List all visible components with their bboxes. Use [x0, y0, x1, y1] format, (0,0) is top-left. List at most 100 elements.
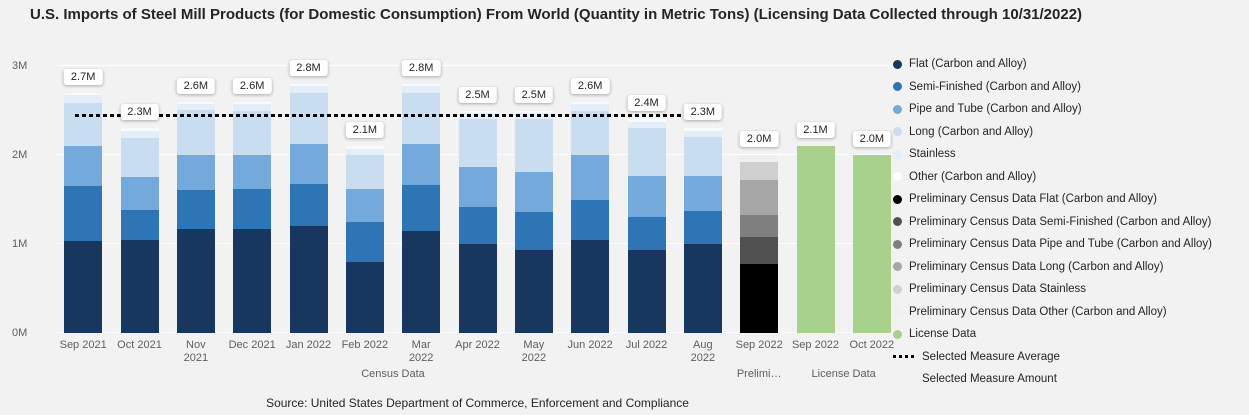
bar-segment[interactable]	[514, 250, 553, 333]
bar-segment[interactable]	[683, 211, 722, 244]
bar-segment[interactable]	[64, 241, 103, 333]
bar-segment[interactable]	[176, 228, 215, 333]
bar-segment[interactable]	[233, 104, 272, 111]
legend-item[interactable]: Preliminary Census Data Semi-Finished (C…	[893, 216, 1245, 228]
legend-item[interactable]: Other (Carbon and Alloy)	[893, 171, 1245, 183]
bar-segment[interactable]	[345, 221, 384, 262]
chart-title: U.S. Imports of Steel Mill Products (for…	[30, 6, 1083, 23]
bar-segment[interactable]	[176, 189, 215, 229]
bar-segment[interactable]	[740, 214, 779, 237]
bar-segment[interactable]	[345, 146, 384, 149]
bar-segment[interactable]	[402, 86, 441, 93]
bar-segment[interactable]	[64, 146, 103, 187]
bar-segment[interactable]	[289, 144, 328, 185]
bar-segment[interactable]	[64, 95, 103, 104]
legend-item[interactable]: Preliminary Census Data Pipe and Tube (C…	[893, 238, 1245, 250]
bar-segment[interactable]	[571, 199, 610, 240]
bar-segment[interactable]	[458, 119, 497, 168]
bar-segment[interactable]	[571, 104, 610, 111]
bar-segment[interactable]	[176, 109, 215, 155]
legend-item[interactable]: Pipe and Tube (Carbon and Alloy)	[893, 103, 1245, 115]
bar-segment[interactable]	[64, 103, 103, 147]
bar-segment[interactable]	[627, 217, 666, 251]
legend-circle-icon	[893, 329, 902, 339]
legend-label: Preliminary Census Data Flat (Carbon and…	[909, 193, 1157, 205]
bar-segment[interactable]	[627, 128, 666, 177]
bar-segment[interactable]	[402, 92, 441, 145]
bar-segment[interactable]	[571, 239, 610, 333]
x-axis-label-line: Aug	[693, 339, 713, 351]
legend-item[interactable]: Semi-Finished (Carbon and Alloy)	[893, 81, 1245, 93]
bar-segment[interactable]	[402, 185, 441, 231]
legend-item[interactable]: Preliminary Census Data Flat (Carbon and…	[893, 193, 1245, 205]
bar-segment[interactable]	[740, 263, 779, 333]
bar-segment[interactable]	[176, 101, 215, 105]
bar-segment[interactable]	[514, 119, 553, 172]
legend-item[interactable]: Preliminary Census Data Long (Carbon and…	[893, 261, 1245, 273]
bar-segment[interactable]	[289, 86, 328, 93]
bar-segment[interactable]	[627, 250, 666, 333]
bar-segment[interactable]	[120, 128, 159, 131]
legend-item[interactable]: Preliminary Census Data Other (Carbon an…	[893, 306, 1245, 318]
bar-segment[interactable]	[627, 119, 666, 123]
bar-segment[interactable]	[627, 122, 666, 129]
bar-segment[interactable]	[458, 206, 497, 244]
bar-total-label: 2.6M	[232, 77, 272, 94]
bar-segment[interactable]	[852, 155, 891, 333]
x-axis-label: Nov 2021	[184, 339, 208, 365]
bar-segment[interactable]	[64, 186, 103, 242]
bar-segment[interactable]	[120, 177, 159, 211]
bar-segment[interactable]	[514, 171, 553, 212]
bar-segment[interactable]	[458, 244, 497, 333]
legend-item[interactable]: Flat (Carbon and Alloy)	[893, 58, 1245, 70]
bar-segment[interactable]	[233, 188, 272, 229]
bar-segment[interactable]	[571, 110, 610, 155]
bar-segment[interactable]	[345, 261, 384, 333]
bar-segment[interactable]	[514, 110, 553, 114]
bar-segment[interactable]	[289, 184, 328, 227]
bar-segment[interactable]	[683, 137, 722, 177]
legend-item[interactable]: Selected Measure Amount	[893, 373, 1245, 385]
legend-item[interactable]: Stainless	[893, 148, 1245, 160]
bar-segment[interactable]	[289, 92, 328, 145]
bar-segment[interactable]	[176, 104, 215, 110]
bar-segment[interactable]	[740, 155, 779, 163]
bar-segment[interactable]	[233, 155, 272, 189]
bar-segment[interactable]	[176, 155, 215, 190]
legend-item[interactable]: Long (Carbon and Alloy)	[893, 126, 1245, 138]
bar-segment[interactable]	[402, 83, 441, 87]
bar-segment[interactable]	[740, 162, 779, 180]
bar-segment[interactable]	[233, 101, 272, 105]
bar-segment[interactable]	[458, 167, 497, 207]
bar-segment[interactable]	[740, 236, 779, 264]
bar-segment[interactable]	[120, 130, 159, 139]
bar-segment[interactable]	[120, 138, 159, 178]
bar-segment[interactable]	[120, 210, 159, 240]
bar-segment[interactable]	[571, 155, 610, 200]
bar-segment[interactable]	[571, 101, 610, 105]
bar-segment[interactable]	[345, 188, 384, 222]
bar-segment[interactable]	[683, 128, 722, 131]
bar-segment[interactable]	[289, 226, 328, 333]
bar-segment[interactable]	[683, 130, 722, 138]
bar-segment[interactable]	[120, 239, 159, 333]
bar-segment[interactable]	[345, 155, 384, 189]
bar-segment[interactable]	[683, 244, 722, 333]
legend-item[interactable]: Preliminary Census Data Stainless	[893, 283, 1245, 295]
bar-segment[interactable]	[64, 92, 103, 96]
x-axis-label: Sep 2022	[736, 339, 783, 352]
bar-segment[interactable]	[402, 230, 441, 333]
bar-segment[interactable]	[345, 148, 384, 155]
bar-segment[interactable]	[683, 176, 722, 212]
bar-segment[interactable]	[233, 228, 272, 333]
bar-segment[interactable]	[627, 176, 666, 218]
legend-item[interactable]: License Data	[893, 328, 1245, 340]
bar-segment[interactable]	[233, 110, 272, 155]
bar-segment[interactable]	[514, 211, 553, 251]
legend-item[interactable]: Selected Measure Average	[893, 351, 1245, 363]
bar-segment[interactable]	[289, 83, 328, 87]
bar-segment[interactable]	[796, 146, 835, 333]
bar-segment[interactable]	[402, 144, 441, 186]
bar-segment[interactable]	[458, 110, 497, 114]
bar-segment[interactable]	[740, 179, 779, 215]
